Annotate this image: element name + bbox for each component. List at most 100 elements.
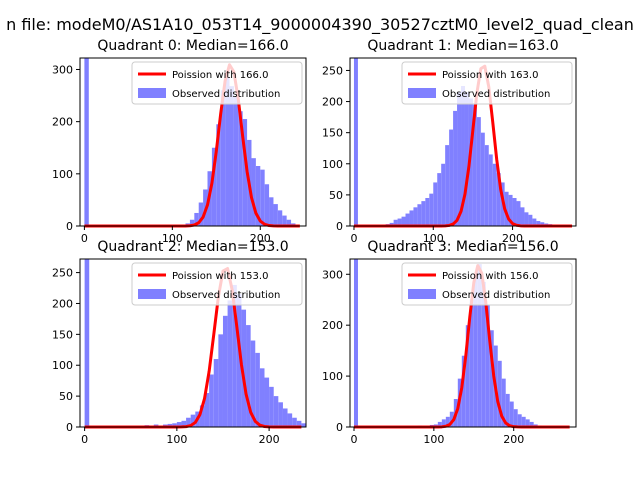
subplot-title: Quadrant 1: Median=163.0: [367, 38, 558, 54]
histogram-bar: [292, 417, 297, 427]
legend-box: [401, 262, 573, 306]
x-tick-label: 100: [162, 232, 183, 245]
legend-observed-swatch: [408, 289, 436, 299]
histogram-bar: [457, 92, 462, 226]
histogram-bar: [186, 417, 191, 427]
histogram-bar: [287, 413, 293, 427]
histogram-bar: [517, 414, 522, 427]
histogram-bar: [286, 219, 292, 226]
histogram-bar: [529, 421, 534, 427]
histogram-bars: [353, 58, 569, 226]
histogram-bar: [213, 359, 219, 427]
y-tick-label: 300: [322, 268, 343, 281]
histogram-bar: [468, 98, 473, 226]
histogram-bar: [167, 423, 173, 427]
histogram-bar: [461, 86, 465, 226]
histogram-bar: [233, 96, 239, 226]
legend: Poission with 153.0 Observed distribution: [131, 262, 303, 306]
histogram-bar: [225, 77, 230, 226]
histogram-bar: [509, 401, 514, 427]
histogram-bar: [353, 58, 358, 226]
histogram-bar: [504, 191, 509, 226]
histogram-bar: [469, 299, 474, 427]
histogram-bar: [496, 173, 501, 226]
histogram-bar: [301, 423, 306, 427]
histogram-bar: [525, 419, 530, 427]
legend-poisson-label: Poission with 163.0: [442, 70, 538, 81]
histogram-bar: [421, 201, 426, 226]
histogram-bar: [512, 198, 517, 226]
histogram-bar: [176, 422, 182, 427]
histogram-bar: [198, 202, 204, 226]
histogram-bar: [353, 259, 358, 427]
legend-box: [401, 61, 573, 105]
histogram-bar: [524, 212, 529, 226]
legend-poisson-label: Poission with 166.0: [172, 70, 268, 81]
legend-observed-swatch: [138, 88, 166, 98]
histogram-bar: [227, 300, 233, 427]
histogram-bar: [172, 423, 177, 427]
histogram-bar: [417, 204, 422, 226]
x-tick-label: 200: [502, 232, 523, 245]
histogram-bar: [497, 360, 502, 427]
histogram-bar: [520, 207, 525, 226]
y-tick-label: 100: [322, 370, 343, 383]
histogram-bar: [425, 198, 430, 226]
histogram-bar: [437, 173, 442, 226]
histogram-bar: [472, 104, 477, 226]
histogram-bar: [259, 368, 265, 427]
histogram-bar: [480, 132, 485, 226]
histogram-bar: [413, 207, 418, 226]
histogram-bar: [536, 221, 541, 226]
histogram-bar: [282, 215, 287, 226]
histogram-bar: [464, 92, 469, 226]
histogram-bars: [84, 259, 306, 427]
histogram-bar: [465, 325, 470, 427]
histogram-bar: [264, 184, 270, 226]
axes-frame: [79, 258, 307, 428]
histogram-bar: [437, 421, 442, 427]
axes-frame: [79, 57, 307, 227]
x-tick-label: 0: [350, 433, 357, 446]
x-tick-label: 100: [166, 433, 187, 446]
histogram-bar: [269, 197, 274, 226]
histogram-bar: [492, 163, 497, 226]
legend: Poission with 166.0 Observed distribution: [131, 61, 303, 105]
x-tick-label: 200: [503, 433, 524, 446]
legend-poisson-label: Poission with 156.0: [442, 271, 538, 282]
histogram-bar: [477, 264, 482, 427]
subplot-quadrant-2: 0 100 200 0 50 100 150 200 250 Quadrant 2: Median…: [52, 239, 307, 446]
histogram-bar: [242, 119, 248, 226]
y-tick-label: 100: [52, 359, 73, 372]
histogram-bar: [277, 210, 283, 226]
y-tick-label: 100: [322, 158, 343, 171]
y-tick-label: 150: [322, 127, 343, 140]
legend-observed-label: Observed distribution: [442, 89, 550, 100]
y-tick-label: 0: [66, 421, 73, 434]
x-tick-label: 0: [350, 232, 357, 245]
histogram-bar: [513, 409, 518, 427]
x-tick-label: 0: [81, 232, 88, 245]
legend-box: [131, 262, 303, 306]
histogram-bar: [473, 274, 478, 427]
y-tick-label: 250: [322, 64, 343, 77]
histogram-bar: [389, 222, 394, 226]
histogram-bar: [220, 90, 226, 226]
histogram-bar: [409, 210, 414, 226]
histogram-bar: [461, 355, 466, 427]
histogram-bar: [273, 204, 278, 226]
histogram-bar: [489, 330, 494, 427]
histogram-bar: [484, 145, 489, 226]
histogram-bar: [264, 377, 270, 427]
x-tick-label: 200: [259, 433, 280, 446]
histogram-bar: [181, 420, 187, 427]
histogram-bar: [255, 166, 261, 226]
histogram-bar: [397, 218, 402, 226]
subplot-title: Quadrant 2: Median=153.0: [97, 239, 288, 255]
histogram-bar: [540, 222, 545, 226]
histogram-bar: [241, 309, 247, 427]
y-tick-label: 200: [52, 116, 73, 129]
histogram-bar: [229, 86, 234, 226]
histogram-bar: [269, 386, 274, 427]
histogram-bar: [194, 212, 199, 226]
